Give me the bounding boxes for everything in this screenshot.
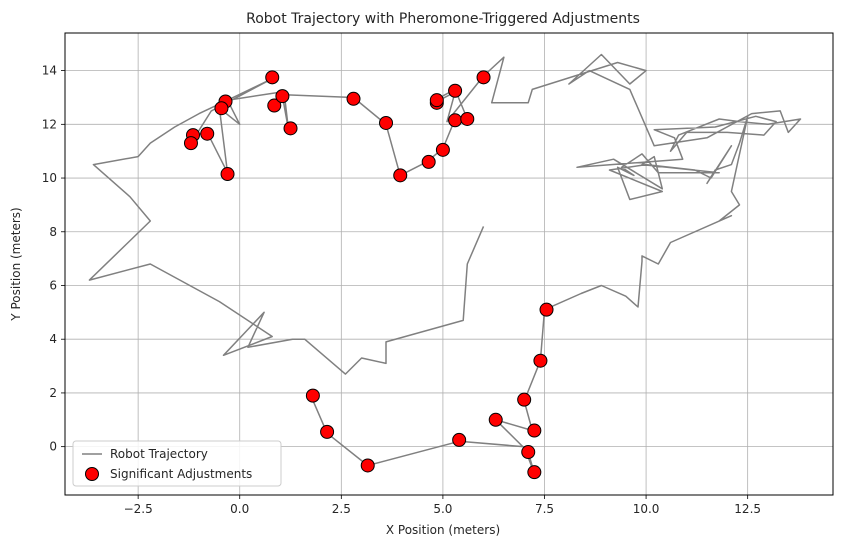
legend-label-adjustments: Significant Adjustments xyxy=(110,467,252,481)
adjustment-point xyxy=(448,113,463,128)
adjustment-point xyxy=(200,126,215,141)
x-tick-label: 2.5 xyxy=(332,502,351,516)
adjustment-point xyxy=(421,154,436,169)
adjustment-point xyxy=(305,388,320,403)
x-tick-label: 0.0 xyxy=(230,502,249,516)
y-tick-label: 10 xyxy=(42,171,57,185)
adjustment-point xyxy=(448,83,463,98)
adjustment-point xyxy=(488,412,503,427)
adjustment-point xyxy=(533,353,548,368)
y-tick-label: 8 xyxy=(49,225,57,239)
adjustment-point xyxy=(476,70,491,85)
x-tick-label: 12.5 xyxy=(734,502,761,516)
x-tick-label: 7.5 xyxy=(535,502,554,516)
y-tick-label: 14 xyxy=(42,64,57,78)
trajectory-line-layer xyxy=(88,53,802,475)
plot-frame xyxy=(64,32,834,496)
y-axis-label: Y Position (meters) xyxy=(9,207,23,321)
adjustment-point xyxy=(320,424,335,439)
legend-marker-swatch xyxy=(85,467,99,481)
adjustment-point xyxy=(265,70,280,85)
x-tick-label: 5.0 xyxy=(433,502,452,516)
adjustment-point xyxy=(360,458,375,473)
adjustment-point xyxy=(460,111,475,126)
adjustment-point xyxy=(435,142,450,157)
axis-ticks: −2.5 0.0 2.5 5.0 7.5 10.0 12.5 0 2 4 6 8 10 12 14 xyxy=(42,64,761,516)
chart-title: Robot Trajectory with Pheromone-Triggere… xyxy=(246,11,640,27)
y-tick-label: 4 xyxy=(49,332,57,346)
adjustment-point xyxy=(275,89,290,104)
legend-label-trajectory: Robot Trajectory xyxy=(110,447,208,461)
adjustment-point xyxy=(346,91,361,106)
adjustment-point xyxy=(183,136,198,151)
adjustment-point xyxy=(452,432,467,447)
adjustment-points-layer xyxy=(183,70,554,480)
adjustment-point xyxy=(517,392,532,407)
adjustment-point xyxy=(214,101,229,116)
adjustment-point xyxy=(379,115,394,130)
adjustment-point xyxy=(220,167,235,182)
adjustment-point xyxy=(521,445,536,460)
legend-box xyxy=(72,440,282,487)
trajectory-line xyxy=(88,53,802,475)
x-axis-label: X Position (meters) xyxy=(386,523,500,537)
legend: Robot Trajectory Significant Adjustments xyxy=(72,440,282,487)
adjustment-point xyxy=(393,168,408,183)
adjustment-point xyxy=(267,98,282,113)
x-tick-label: −2.5 xyxy=(124,502,153,516)
adjustment-point xyxy=(527,465,542,480)
y-tick-label: 2 xyxy=(49,386,57,400)
x-tick-label: 10.0 xyxy=(633,502,660,516)
adjustment-point xyxy=(283,121,298,136)
y-tick-label: 12 xyxy=(42,117,57,131)
adjustment-point xyxy=(539,302,554,317)
adjustment-point xyxy=(429,93,444,108)
adjustment-point xyxy=(527,423,542,438)
y-tick-label: 6 xyxy=(49,278,57,292)
y-tick-label: 0 xyxy=(49,440,57,454)
